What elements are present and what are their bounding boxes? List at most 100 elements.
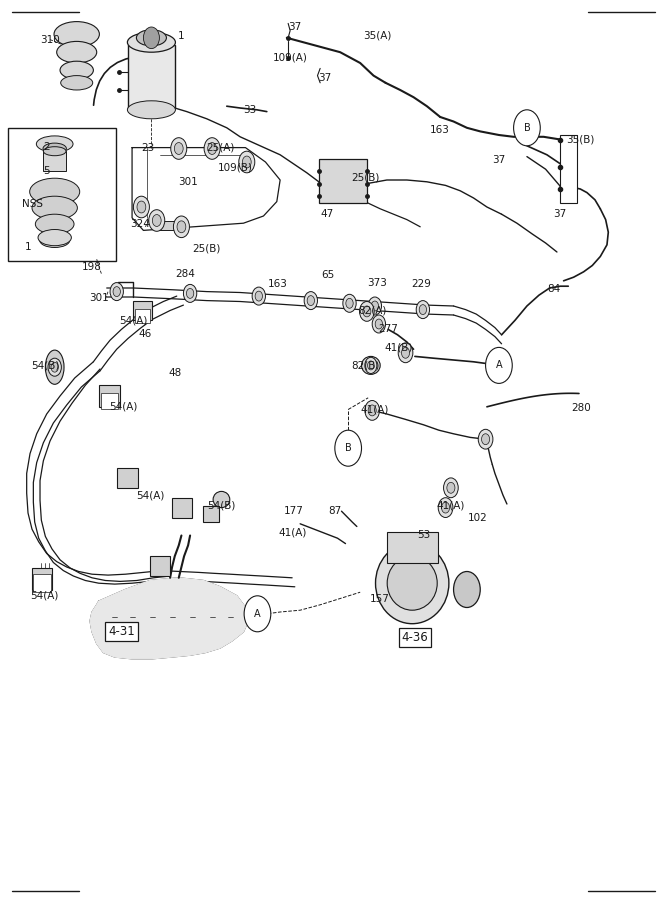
Circle shape	[419, 304, 427, 315]
Circle shape	[113, 286, 120, 296]
Ellipse shape	[454, 572, 480, 608]
Text: 109(A): 109(A)	[273, 52, 307, 63]
Circle shape	[174, 142, 183, 155]
Circle shape	[372, 301, 379, 311]
Polygon shape	[90, 578, 248, 659]
Circle shape	[186, 288, 193, 299]
Text: 54(B): 54(B)	[207, 500, 235, 511]
Text: 280: 280	[572, 402, 592, 413]
Text: A: A	[496, 360, 502, 371]
Circle shape	[304, 292, 317, 310]
Circle shape	[478, 429, 493, 449]
Circle shape	[110, 283, 123, 301]
Ellipse shape	[213, 491, 229, 508]
Ellipse shape	[38, 230, 71, 246]
Text: 1: 1	[178, 31, 185, 41]
Circle shape	[447, 482, 455, 493]
Bar	[8, 128, 116, 261]
Bar	[32, 568, 52, 590]
Text: 35(A): 35(A)	[363, 31, 391, 41]
Circle shape	[438, 498, 453, 518]
Text: 109(B): 109(B)	[217, 162, 252, 173]
Ellipse shape	[61, 76, 93, 90]
Circle shape	[51, 362, 59, 373]
Circle shape	[255, 291, 262, 301]
Ellipse shape	[127, 32, 175, 52]
Ellipse shape	[43, 147, 66, 156]
Circle shape	[207, 142, 217, 155]
Circle shape	[368, 405, 376, 416]
Text: 41(A): 41(A)	[278, 527, 306, 538]
Circle shape	[252, 287, 265, 305]
Text: NSS: NSS	[21, 199, 43, 210]
Text: 177: 177	[283, 506, 303, 517]
Text: 4-31: 4-31	[108, 626, 135, 638]
Text: 37: 37	[318, 73, 331, 84]
Text: 25(A): 25(A)	[206, 142, 234, 153]
Circle shape	[143, 27, 159, 49]
Circle shape	[133, 196, 149, 218]
Ellipse shape	[40, 233, 70, 248]
Text: 48: 48	[168, 367, 181, 378]
Circle shape	[177, 220, 186, 233]
Circle shape	[183, 284, 197, 302]
Circle shape	[365, 400, 380, 420]
Ellipse shape	[387, 556, 438, 610]
Text: 35(B): 35(B)	[566, 134, 594, 145]
Text: 47: 47	[320, 209, 334, 220]
Ellipse shape	[32, 196, 77, 220]
Ellipse shape	[362, 356, 380, 374]
Circle shape	[204, 138, 220, 159]
Text: A: A	[254, 608, 261, 619]
Circle shape	[398, 343, 413, 363]
Ellipse shape	[60, 61, 93, 79]
Bar	[135, 309, 150, 323]
Circle shape	[360, 302, 374, 321]
Circle shape	[444, 478, 458, 498]
Circle shape	[173, 216, 189, 238]
Text: 324: 324	[130, 219, 150, 230]
Text: 198: 198	[82, 262, 102, 273]
Circle shape	[486, 347, 512, 383]
Circle shape	[152, 214, 161, 227]
Circle shape	[48, 358, 61, 376]
Text: 1: 1	[25, 241, 31, 252]
Circle shape	[137, 201, 146, 213]
Bar	[319, 159, 367, 202]
Text: 54(B): 54(B)	[31, 360, 59, 371]
Bar	[133, 301, 152, 320]
Circle shape	[363, 306, 371, 317]
Circle shape	[365, 357, 377, 374]
Ellipse shape	[36, 136, 73, 152]
Text: 373: 373	[367, 277, 387, 288]
Circle shape	[372, 315, 386, 333]
Circle shape	[149, 210, 165, 231]
Text: 310: 310	[40, 34, 60, 45]
Text: 54(A): 54(A)	[136, 490, 164, 500]
Circle shape	[416, 301, 430, 319]
Text: 25(B): 25(B)	[193, 243, 221, 254]
Bar	[172, 498, 192, 518]
Text: 46: 46	[139, 328, 152, 339]
Text: 284: 284	[175, 268, 195, 279]
Bar	[387, 532, 438, 563]
Circle shape	[307, 295, 315, 306]
Circle shape	[343, 294, 356, 312]
Text: 163: 163	[430, 124, 450, 135]
Bar	[150, 556, 170, 576]
Text: 54(A): 54(A)	[30, 590, 58, 601]
Circle shape	[402, 347, 410, 358]
Text: 54(A): 54(A)	[119, 315, 147, 326]
Bar	[560, 135, 577, 202]
Text: 53: 53	[418, 530, 431, 541]
Bar	[101, 393, 118, 410]
Text: 2: 2	[43, 141, 50, 152]
Bar	[99, 385, 120, 407]
Text: B: B	[345, 443, 352, 454]
Circle shape	[171, 138, 187, 159]
Text: 33: 33	[243, 104, 257, 115]
Text: 41(B): 41(B)	[385, 342, 413, 353]
Bar	[33, 574, 51, 592]
Ellipse shape	[127, 101, 175, 119]
Text: 163: 163	[267, 279, 287, 290]
